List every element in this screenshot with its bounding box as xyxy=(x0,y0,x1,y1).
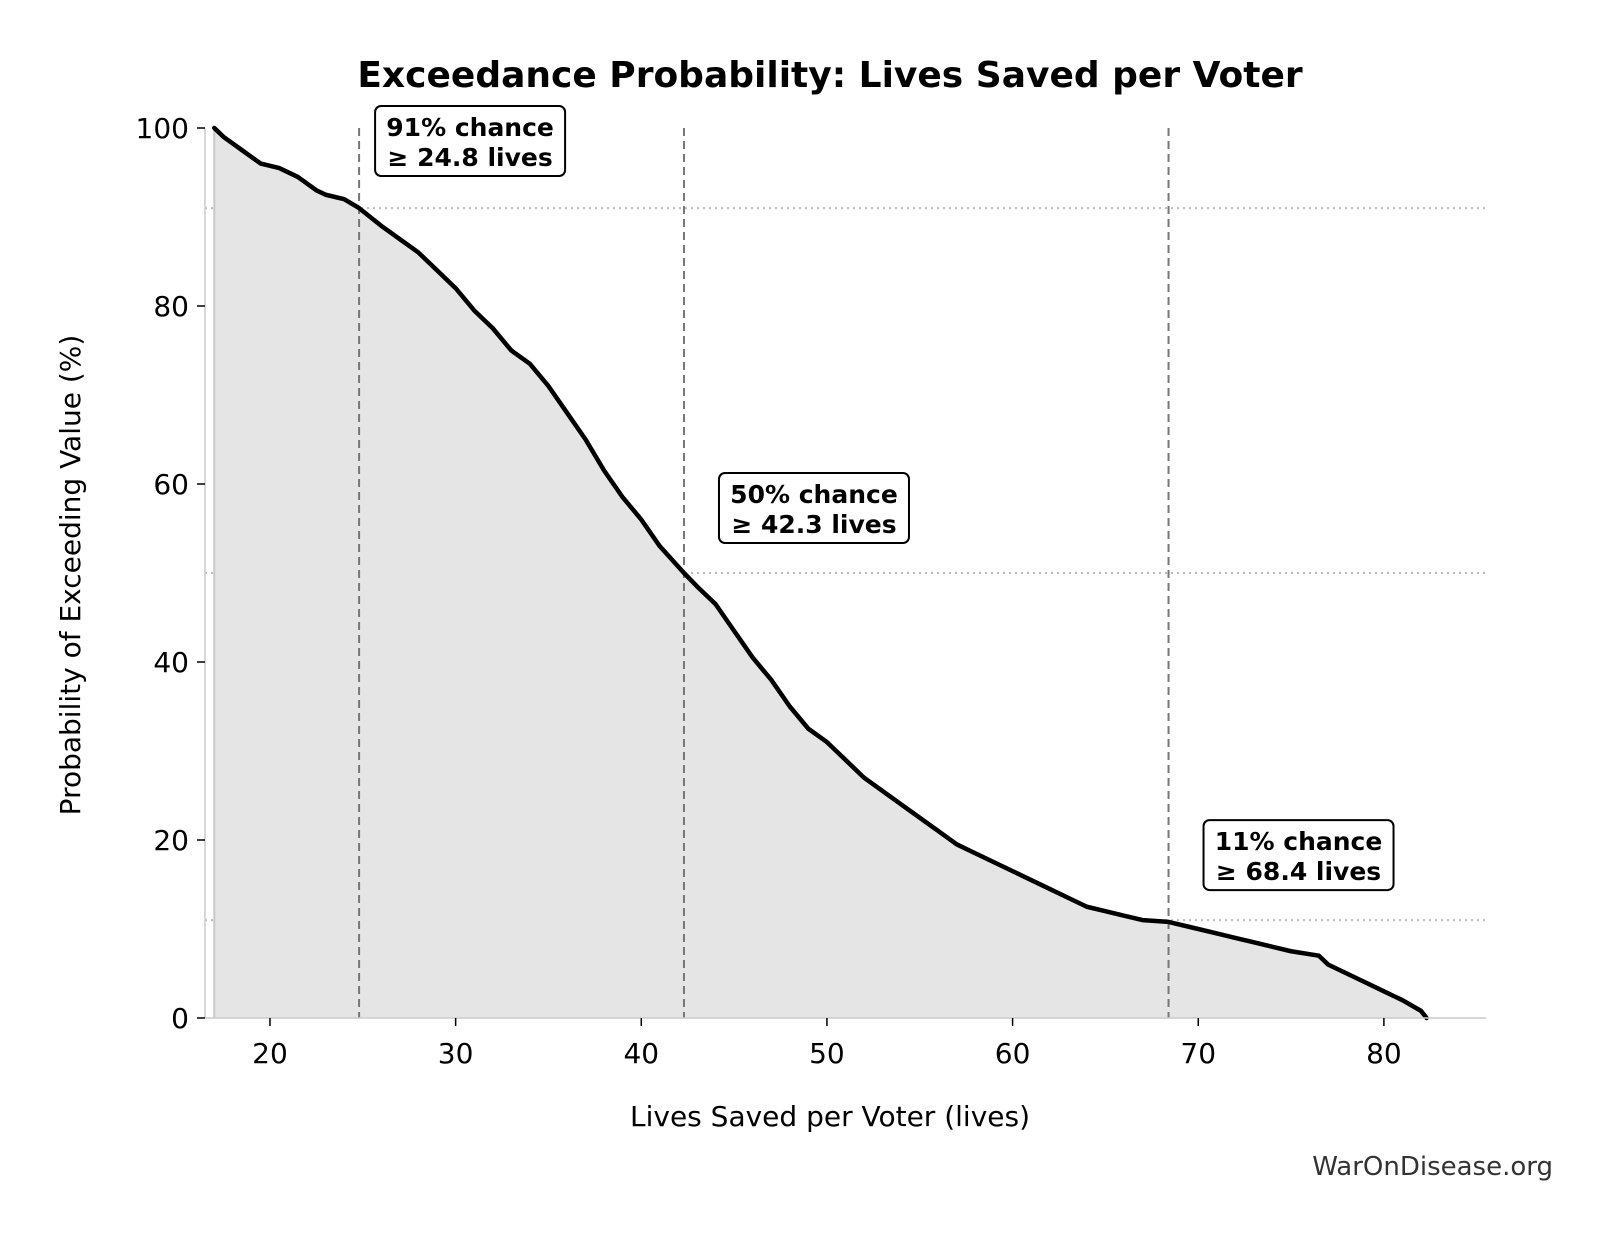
percentile-annotation: 91% chance≥ 24.8 lives xyxy=(374,105,567,177)
plot-area: 91% chance≥ 24.8 lives 50% chance≥ 42.3 l… xyxy=(205,105,1486,1021)
y-tick-label: 100 xyxy=(136,112,189,145)
chart-title: Exceedance Probability: Lives Saved per … xyxy=(357,55,1303,96)
annotation-line-1: 91% chance xyxy=(386,113,554,142)
y-tick-label: 60 xyxy=(153,468,189,501)
percentile-annotation: 11% chance≥ 68.4 lives xyxy=(1202,819,1395,892)
x-axis-ticks: 20 30 40 50 60 70 80 xyxy=(252,1018,1402,1070)
x-tick-label: 40 xyxy=(623,1037,659,1070)
percentile-annotation: 50% chance≥ 42.3 lives xyxy=(717,472,910,544)
y-tick-label: 40 xyxy=(153,646,189,679)
exceedance-fill-area xyxy=(214,128,1427,1018)
x-tick-label: 20 xyxy=(252,1037,288,1070)
x-tick-label: 50 xyxy=(809,1037,845,1070)
x-tick-label: 60 xyxy=(995,1037,1031,1070)
annotation-line-1: 50% chance xyxy=(730,480,898,509)
percentile-annotations: 91% chance≥ 24.8 lives 50% chance≥ 42.3 l… xyxy=(374,105,1395,892)
y-tick-label: 20 xyxy=(153,824,189,857)
annotation-box xyxy=(1202,819,1395,892)
x-tick-label: 70 xyxy=(1180,1037,1216,1070)
y-tick-label: 0 xyxy=(171,1002,189,1035)
y-tick-label: 80 xyxy=(153,290,189,323)
x-tick-label: 80 xyxy=(1366,1037,1402,1070)
annotation-line-2: ≥ 24.8 lives xyxy=(387,143,552,172)
annotation-line-1: 11% chance xyxy=(1215,827,1383,856)
x-axis-label: Lives Saved per Voter (lives) xyxy=(630,1100,1030,1133)
annotation-line-2: ≥ 68.4 lives xyxy=(1216,857,1381,886)
annotation-line-2: ≥ 42.3 lives xyxy=(731,510,896,539)
y-axis-ticks: 0 20 40 60 80 100 xyxy=(136,112,205,1035)
annotation-box xyxy=(374,105,567,177)
exceedance-curve-line xyxy=(212,125,1429,1021)
y-axis-label: Probability of Exceeding Value (%) xyxy=(54,335,87,816)
watermark-text: WarOnDisease.org xyxy=(1312,1152,1553,1182)
x-tick-label: 30 xyxy=(438,1037,474,1070)
axes: 20 30 40 50 60 70 80 0 20 40 60 80 100 xyxy=(136,112,1486,1070)
annotation-box xyxy=(717,472,910,544)
